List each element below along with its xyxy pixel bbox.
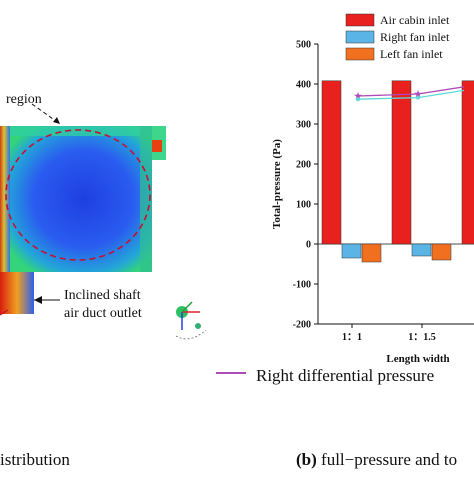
y-tick-label: -200	[293, 320, 311, 331]
cabin-contour	[0, 126, 152, 272]
caption-rest: full−pressure and to	[316, 450, 458, 469]
y-tick-label: 500	[296, 40, 311, 51]
x-tick-label: 1：1	[342, 332, 362, 343]
outlet-label-line2: air duct outlet	[64, 306, 142, 321]
y-tick-label: 200	[296, 160, 311, 171]
legend-swatch	[345, 30, 375, 44]
legend-swatch	[345, 47, 375, 61]
differential-legend-line	[216, 372, 246, 374]
bar-left-fan-inlet	[361, 243, 382, 263]
bar-left-fan-inlet	[431, 243, 452, 261]
x-tick-label: 1：1.5	[408, 332, 436, 343]
y-tick-label: 100	[296, 200, 311, 211]
chart-panel: -200 -100 0 100 200 300 400 500 Total-pressure (…	[216, 0, 474, 474]
y-tick-label: 400	[296, 80, 311, 91]
line-marker: ★	[414, 89, 423, 99]
contour-panel: region Inclined shaft air duct outlet is…	[0, 92, 207, 469]
outlet-label-line1: Inclined shaft	[64, 288, 141, 303]
caption-prefix: (b)	[296, 450, 317, 469]
line-marker: ★	[354, 91, 363, 101]
contour-plot	[0, 103, 207, 340]
y-axis-label: Total-pressure (Pa)	[271, 139, 283, 229]
bar-air-cabin-inlet	[461, 80, 474, 245]
shaft-contour	[0, 272, 34, 314]
axis-triad-icon	[175, 301, 207, 340]
legend-label: Air cabin inlet	[380, 13, 450, 27]
line-marker	[356, 97, 360, 102]
legend-swatch	[345, 13, 375, 27]
right-caption: (b) full−pressure and to	[296, 450, 457, 470]
pressure-chart: -200 -100 0 100 200 300 400 500 Total-pressure (…	[271, 13, 474, 365]
bar-right-fan-inlet	[411, 243, 432, 257]
legend-label: Right fan inlet	[380, 30, 450, 44]
legend-label: Left fan inlet	[380, 47, 443, 61]
bar-right-fan-inlet	[341, 243, 362, 259]
bar-air-cabin-inlet	[321, 80, 342, 245]
bar-air-cabin-inlet	[391, 80, 412, 245]
y-tick-label: 300	[296, 120, 311, 131]
differential-legend-label: Right differential pressure	[256, 366, 435, 385]
trend-line	[357, 86, 465, 97]
y-tick-label: 0	[306, 240, 311, 251]
region-circle	[5, 129, 151, 261]
line-marker	[416, 95, 420, 100]
x-axis-label: Length width	[386, 353, 449, 365]
y-tick-label: -100	[293, 280, 311, 291]
left-caption: istribution	[0, 450, 70, 469]
region-label: region	[6, 92, 42, 107]
